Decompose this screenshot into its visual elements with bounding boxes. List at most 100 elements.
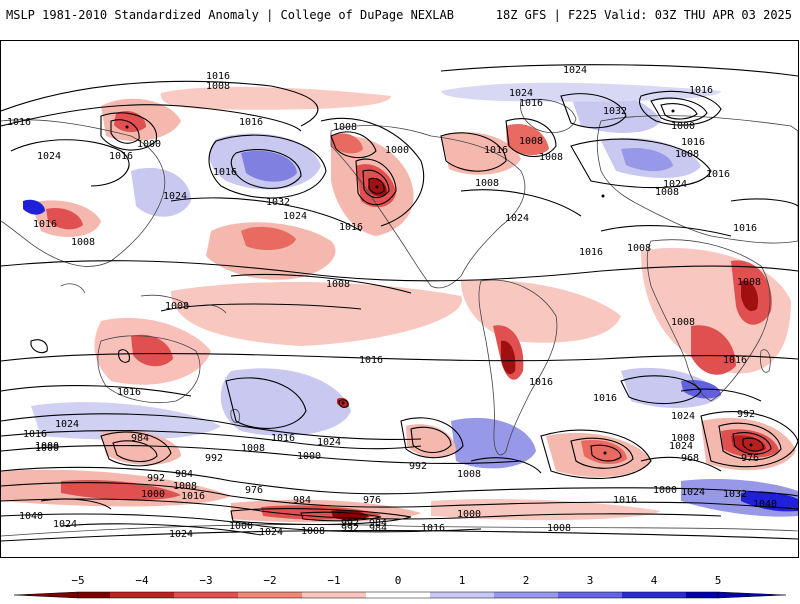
mslp-anomaly-map: 1016 1008 1016 1024 1016 1000 1016 1024 …: [1, 64, 798, 542]
colorbar-segment: [494, 592, 503, 598]
isobar-line: [440, 64, 798, 77]
isobar-line: [570, 437, 634, 469]
isobar-line: [1, 80, 319, 127]
isobar-label: 1008: [627, 243, 651, 254]
isobar-line: [100, 431, 172, 467]
anomaly-area: [441, 82, 721, 102]
coastline-new-zealand: [230, 408, 240, 424]
isobar-line: [718, 422, 782, 461]
anomaly-area: [131, 167, 191, 217]
colorbar-tick-label: −1: [327, 574, 340, 587]
isobar-line: [1, 498, 722, 520]
colorbar-segment: [430, 592, 439, 598]
colorbar-segment: [558, 592, 567, 598]
isobar-label: 984: [175, 469, 193, 480]
colorbar-segment: [310, 592, 319, 598]
isobar-line: [30, 339, 48, 354]
isobar-label: 992: [737, 409, 755, 420]
isobar-label: 984: [369, 518, 387, 529]
isobar-line: [1, 104, 302, 132]
isobar-label: 1000: [457, 509, 481, 520]
isobar-label: 1024: [169, 529, 193, 540]
anomaly-area: [451, 417, 536, 469]
colorbar-segment: [574, 592, 583, 598]
isobar-line: [400, 417, 464, 459]
colorbar-segment: [350, 592, 359, 598]
isobar-label: 1024: [669, 441, 693, 452]
isobar-label: 1040: [19, 511, 43, 522]
isobar-label: 1016: [117, 387, 141, 398]
isobar-label: 1032: [266, 197, 290, 208]
anomaly-area: [441, 132, 521, 175]
world-map-panel: 1016 1008 1016 1024 1016 1000 1016 1024 …: [0, 40, 799, 558]
pressure-center-dot: [375, 185, 379, 189]
colorbar-segment: [182, 592, 191, 598]
map-header: MSLP 1981-2010 Standardized Anomaly | Co…: [0, 0, 800, 40]
colorbar-segment: [126, 592, 135, 598]
colorbar-segment: [134, 592, 143, 598]
isobar-label: 1008: [333, 122, 357, 133]
coastline-asia-west: [1, 119, 165, 267]
isobar-label: 1016: [529, 377, 553, 388]
coastline-africa: [646, 239, 771, 402]
anomaly-area: [61, 479, 181, 501]
anomaly-area: [621, 147, 673, 172]
colorbar-segment: [118, 592, 127, 598]
isobar-label: 1016: [519, 98, 543, 109]
isobar-label: 984: [131, 433, 149, 444]
colorbar-segment: [710, 592, 719, 598]
colorbar-segment: [206, 592, 215, 598]
isobar-label: 1008: [671, 317, 695, 328]
anomaly-area: [501, 340, 516, 375]
isobar-label: 992: [409, 461, 427, 472]
isobar-line: [230, 149, 302, 189]
isobar-label: 1016: [33, 219, 57, 230]
isobar-label: 1016: [706, 169, 730, 180]
isobar-line: [1, 260, 798, 282]
colorbar-tick-label: −2: [263, 574, 276, 587]
isobar-line: [1, 413, 422, 440]
isobar-label: 1016: [593, 393, 617, 404]
colorbar-segment: [550, 592, 559, 598]
colorbar-tick-label: −3: [199, 574, 212, 587]
coastline-australia: [97, 335, 201, 404]
isobar-label: 976: [363, 495, 381, 506]
colorbar-segment: [534, 592, 543, 598]
pressure-center-markers: [125, 109, 753, 455]
colorbar-segment: [78, 592, 87, 598]
isobar-line: [208, 134, 327, 199]
isobar-line: [460, 189, 582, 217]
colorbar-segment: [446, 592, 455, 598]
isobar-line: [440, 132, 507, 172]
isobar-line: [1, 430, 422, 450]
isobar-line: [330, 131, 377, 159]
colorbar-left-arrow: [13, 591, 79, 599]
colorbar-tick-labels: −5 −4 −3 −2 −1 0 1 2 3 4 5: [71, 574, 721, 587]
colorbar-tick-label: 5: [715, 574, 722, 587]
colorbar-segment: [94, 592, 103, 598]
pressure-center-dot: [601, 194, 605, 198]
colorbar-tick-label: 4: [651, 574, 658, 587]
isobar-label: 1008: [326, 279, 350, 290]
colorbar-segment: [222, 592, 231, 598]
isobar-line: [230, 508, 412, 526]
isobar-label: 1008: [547, 523, 571, 534]
isobar-label: 1008: [475, 178, 499, 189]
colorbar-segment: [142, 592, 151, 598]
colorbar-segment: [358, 592, 367, 598]
isobar-line: [338, 399, 349, 408]
isobar-label: 1016: [359, 355, 383, 366]
colorbar-segment: [590, 592, 599, 598]
colorbar-segment: [422, 592, 431, 598]
anomaly-area: [206, 222, 336, 280]
colorbar-segment: [286, 592, 295, 598]
isobar-label: 1008: [71, 237, 95, 248]
pressure-center-dot: [341, 401, 345, 405]
isobar-label: 1008: [655, 187, 679, 198]
colorbar-tick-label: 3: [587, 574, 594, 587]
colorbar-segment: [110, 592, 119, 598]
anomaly-area: [46, 207, 83, 230]
isobar-line: [368, 177, 385, 195]
isobar-label: 1016: [239, 117, 263, 128]
isobar-line: [1, 529, 798, 542]
